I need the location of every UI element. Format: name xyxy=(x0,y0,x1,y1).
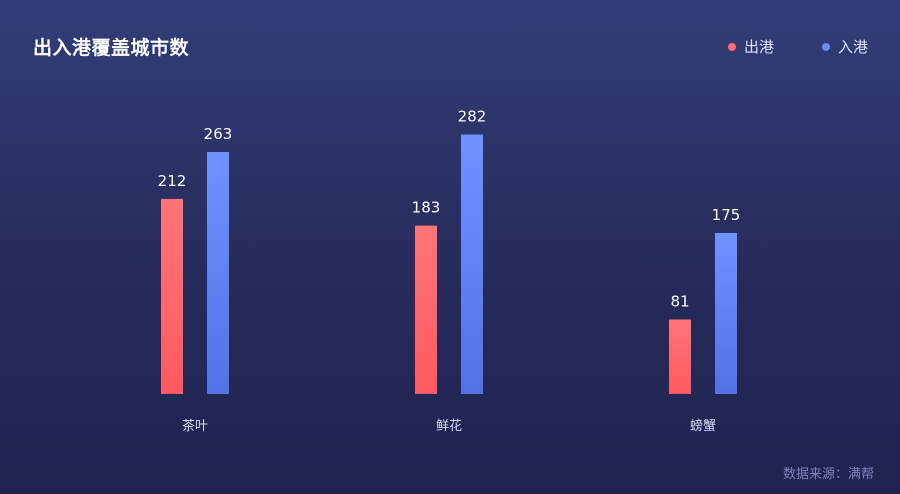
legend-label-inbound: 入港 xyxy=(837,38,868,56)
legend: 出港 入港 xyxy=(727,36,868,57)
bar-inbound-0[interactable] xyxy=(207,152,229,394)
category-label-2: 螃蟹 xyxy=(690,418,716,434)
bar-outbound-0[interactable] xyxy=(161,198,183,394)
bar-outbound-1[interactable] xyxy=(415,225,437,394)
legend-dot-inbound-icon xyxy=(821,42,830,51)
data-label-inbound-1: 282 xyxy=(458,108,487,126)
legend-dot-outbound-icon xyxy=(727,42,736,51)
data-label-inbound-2: 175 xyxy=(712,206,741,224)
bar-inbound-2[interactable] xyxy=(715,232,737,394)
bar-inbound-1[interactable] xyxy=(461,134,483,395)
category-label-1: 鲜花 xyxy=(436,418,462,434)
data-label-inbound-0: 263 xyxy=(204,125,233,143)
legend-label-outbound: 出港 xyxy=(743,38,774,56)
data-label-outbound-0: 212 xyxy=(158,172,187,190)
chart-title: 出入港覆盖城市数 xyxy=(33,37,190,59)
data-label-outbound-1: 183 xyxy=(412,199,441,217)
legend-item-inbound[interactable]: 入港 xyxy=(821,36,868,57)
data-source: 数据来源：满帮 xyxy=(782,467,874,482)
legend-item-outbound[interactable]: 出港 xyxy=(727,36,774,57)
category-label-0: 茶叶 xyxy=(182,418,208,434)
data-label-outbound-2: 81 xyxy=(670,292,689,310)
bar-outbound-2[interactable] xyxy=(669,319,691,394)
